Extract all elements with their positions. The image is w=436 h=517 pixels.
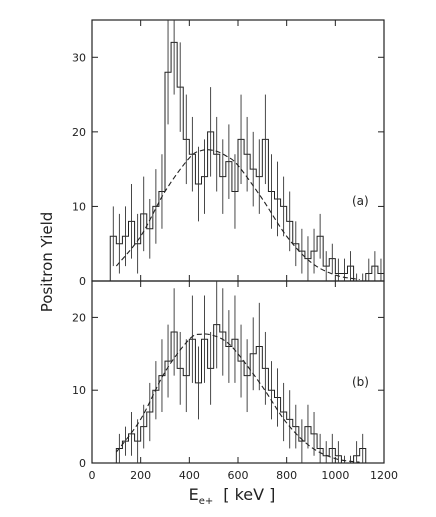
panel-label: (a)	[352, 194, 369, 208]
panel-label: (b)	[352, 375, 369, 389]
y-tick-label: 20	[72, 126, 86, 139]
y-tick-label: 0	[79, 457, 86, 470]
histogram-series	[109, 41, 385, 282]
y-tick-label: 30	[72, 51, 86, 64]
plot-frame	[91, 280, 385, 464]
x-axis-label: Ee+ [ keV ]	[189, 485, 276, 507]
x-tick-label: 200	[130, 469, 151, 482]
x-tick-label: 1200	[370, 469, 398, 482]
panel-a: 0 10 20 30 (a)	[72, 19, 385, 288]
x-axis-label-subscript: e+	[199, 496, 214, 507]
y-tick-label: 20	[72, 311, 86, 324]
x-tick-label: 1000	[321, 469, 349, 482]
fit-curve	[115, 149, 360, 281]
x-tick-label: 0	[89, 469, 96, 482]
histogram-series	[115, 324, 367, 464]
y-tick-label: 10	[72, 200, 86, 213]
x-tick-label: 600	[228, 469, 249, 482]
y-tick-label: 10	[72, 384, 86, 397]
x-tick-label: 400	[179, 469, 200, 482]
x-axis-label-main: E	[189, 485, 199, 504]
y-tick-label: 0	[79, 275, 86, 288]
x-axis-label-unit: [ keV ]	[223, 485, 275, 504]
x-tick-label: 800	[276, 469, 297, 482]
y-axis-label: Positron Yield	[38, 212, 56, 313]
